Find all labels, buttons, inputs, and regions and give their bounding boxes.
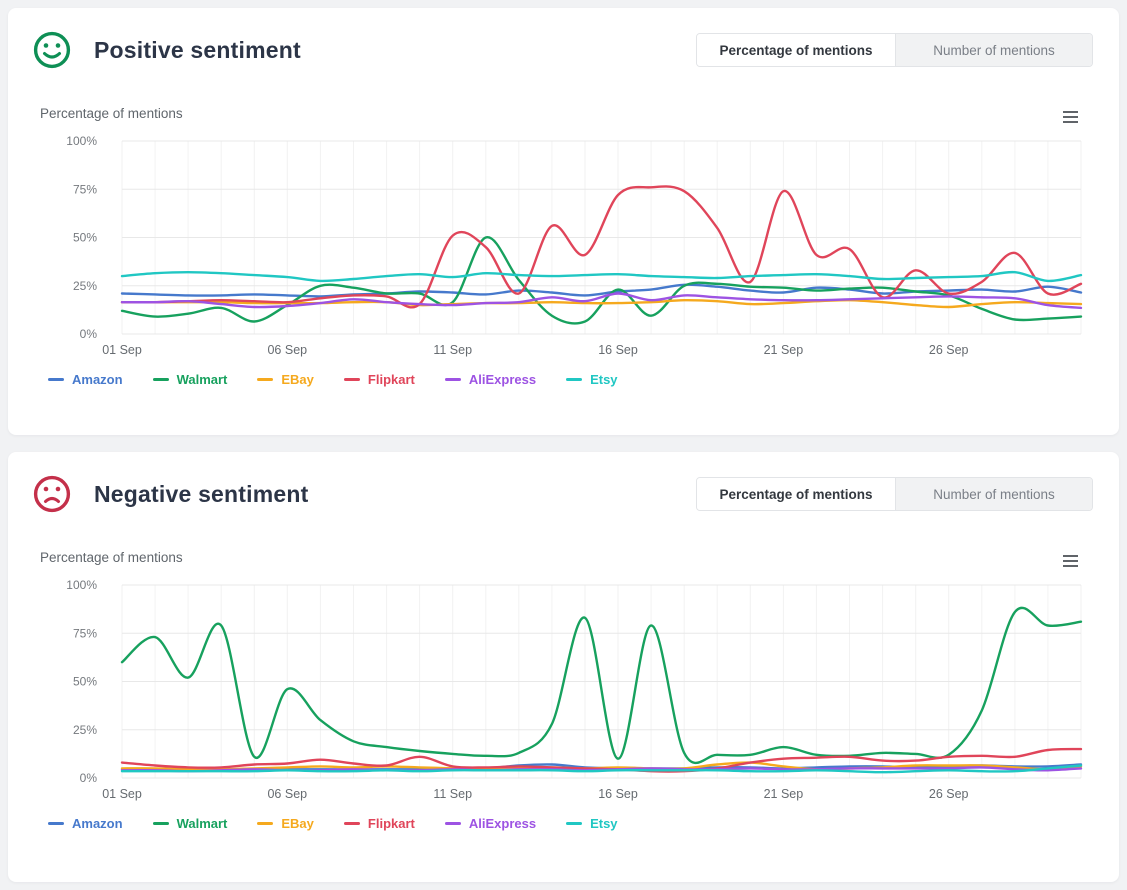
legend-item-ebay[interactable]: EBay <box>257 816 314 831</box>
page-title: Positive sentiment <box>94 36 301 63</box>
legend-label: Flipkart <box>367 372 415 387</box>
series-line-walmart <box>120 236 1083 325</box>
legend-dash-icon <box>444 822 461 825</box>
svg-text:100%: 100% <box>66 578 97 592</box>
legend-dash-icon <box>152 822 169 825</box>
svg-text:25%: 25% <box>73 723 97 737</box>
legend-dash-icon <box>257 378 274 381</box>
legend-label: Etsy <box>590 816 618 831</box>
legend-dash-icon <box>48 378 64 381</box>
svg-text:50%: 50% <box>73 231 97 245</box>
svg-text:75%: 75% <box>73 182 97 196</box>
legend-item-aliexpress[interactable]: AliExpress <box>444 372 537 387</box>
svg-text:11 Sep: 11 Sep <box>433 787 472 801</box>
legend-label: Amazon <box>72 372 123 387</box>
svg-text:11 Sep: 11 Sep <box>433 343 472 357</box>
page-title: Negative sentiment <box>94 480 309 507</box>
series-line-flipkart <box>120 185 1083 309</box>
legend-dash-icon <box>566 822 583 825</box>
legend-item-amazon[interactable]: Amazon <box>48 372 123 387</box>
positive-sentiment-chart: 0% 25% 50% 75% 100% 01 Sep 06 Sep 11 Sep 16 Sep 2… <box>66 134 1083 357</box>
legend-item-walmart[interactable]: Walmart <box>152 372 228 387</box>
legend-item-etsy[interactable]: Etsy <box>566 816 618 831</box>
hamburger-menu-icon[interactable] <box>1061 553 1079 569</box>
positive-sentiment-panel: Positive sentiment Percentage of mention… <box>8 8 1119 435</box>
svg-text:01 Sep: 01 Sep <box>102 787 142 801</box>
negative-sentiment-panel: Negative sentiment Percentage of mention… <box>8 452 1119 882</box>
series-line-etsy <box>120 764 1083 774</box>
legend-label: Walmart <box>176 816 228 831</box>
number-of-mentions-tab[interactable]: Number of mentions <box>895 34 1092 66</box>
legend-item-ebay[interactable]: EBay <box>257 372 314 387</box>
series-line-aliexpress <box>120 292 1083 310</box>
legend-dash-icon <box>343 822 360 825</box>
legend-label: Walmart <box>176 372 228 387</box>
legend-dash-icon <box>444 378 461 381</box>
panel-header: Negative sentiment <box>32 474 309 514</box>
chart-legend: Amazon Walmart EBay Flipkart AliExpress Etsy <box>48 816 618 831</box>
svg-text:06 Sep: 06 Sep <box>267 343 307 357</box>
percentage-of-mentions-tab[interactable]: Percentage of mentions <box>697 34 895 66</box>
chart-legend: Amazon Walmart EBay Flipkart AliExpress Etsy <box>48 372 618 387</box>
svg-text:16 Sep: 16 Sep <box>598 343 638 357</box>
y-axis-title: Percentage of mentions <box>40 550 183 565</box>
legend-item-etsy[interactable]: Etsy <box>566 372 618 387</box>
svg-text:06 Sep: 06 Sep <box>267 787 307 801</box>
svg-text:25%: 25% <box>73 279 97 293</box>
legend-dash-icon <box>343 378 360 381</box>
frowny-face-icon <box>32 474 72 514</box>
mentions-mode-toggle: Percentage of mentions Number of mention… <box>696 477 1093 511</box>
hamburger-menu-icon[interactable] <box>1061 109 1079 125</box>
legend-dash-icon <box>257 822 274 825</box>
svg-text:26 Sep: 26 Sep <box>929 787 969 801</box>
legend-label: Amazon <box>72 816 123 831</box>
legend-label: AliExpress <box>468 816 537 831</box>
legend-item-flipkart[interactable]: Flipkart <box>343 816 415 831</box>
svg-text:21 Sep: 21 Sep <box>764 343 804 357</box>
number-of-mentions-tab[interactable]: Number of mentions <box>895 478 1092 510</box>
legend-dash-icon <box>152 378 169 381</box>
legend-item-amazon[interactable]: Amazon <box>48 816 123 831</box>
smiley-face-icon <box>32 30 72 70</box>
y-axis-title: Percentage of mentions <box>40 106 183 121</box>
legend-label: EBay <box>281 816 314 831</box>
legend-label: Etsy <box>590 372 618 387</box>
legend-label: Flipkart <box>367 816 415 831</box>
negative-sentiment-chart: 0% 25% 50% 75% 100% 01 Sep 06 Sep 11 Sep 16 Sep 2… <box>66 578 1083 801</box>
svg-text:0%: 0% <box>80 771 98 785</box>
svg-text:100%: 100% <box>66 134 97 148</box>
legend-dash-icon <box>48 822 64 825</box>
svg-text:01 Sep: 01 Sep <box>102 343 142 357</box>
legend-item-flipkart[interactable]: Flipkart <box>343 372 415 387</box>
svg-text:75%: 75% <box>73 626 97 640</box>
svg-text:50%: 50% <box>73 675 97 689</box>
panel-header: Positive sentiment <box>32 30 301 70</box>
legend-label: EBay <box>281 372 314 387</box>
mentions-mode-toggle: Percentage of mentions Number of mention… <box>696 33 1093 67</box>
svg-text:0%: 0% <box>80 327 98 341</box>
svg-text:16 Sep: 16 Sep <box>598 787 638 801</box>
series-line-walmart <box>120 606 1083 765</box>
legend-label: AliExpress <box>468 372 537 387</box>
percentage-of-mentions-tab[interactable]: Percentage of mentions <box>697 478 895 510</box>
legend-dash-icon <box>566 378 583 381</box>
series-line-etsy <box>120 270 1083 283</box>
svg-text:26 Sep: 26 Sep <box>929 343 969 357</box>
legend-item-walmart[interactable]: Walmart <box>152 816 228 831</box>
legend-item-aliexpress[interactable]: AliExpress <box>444 816 537 831</box>
svg-text:21 Sep: 21 Sep <box>764 787 804 801</box>
